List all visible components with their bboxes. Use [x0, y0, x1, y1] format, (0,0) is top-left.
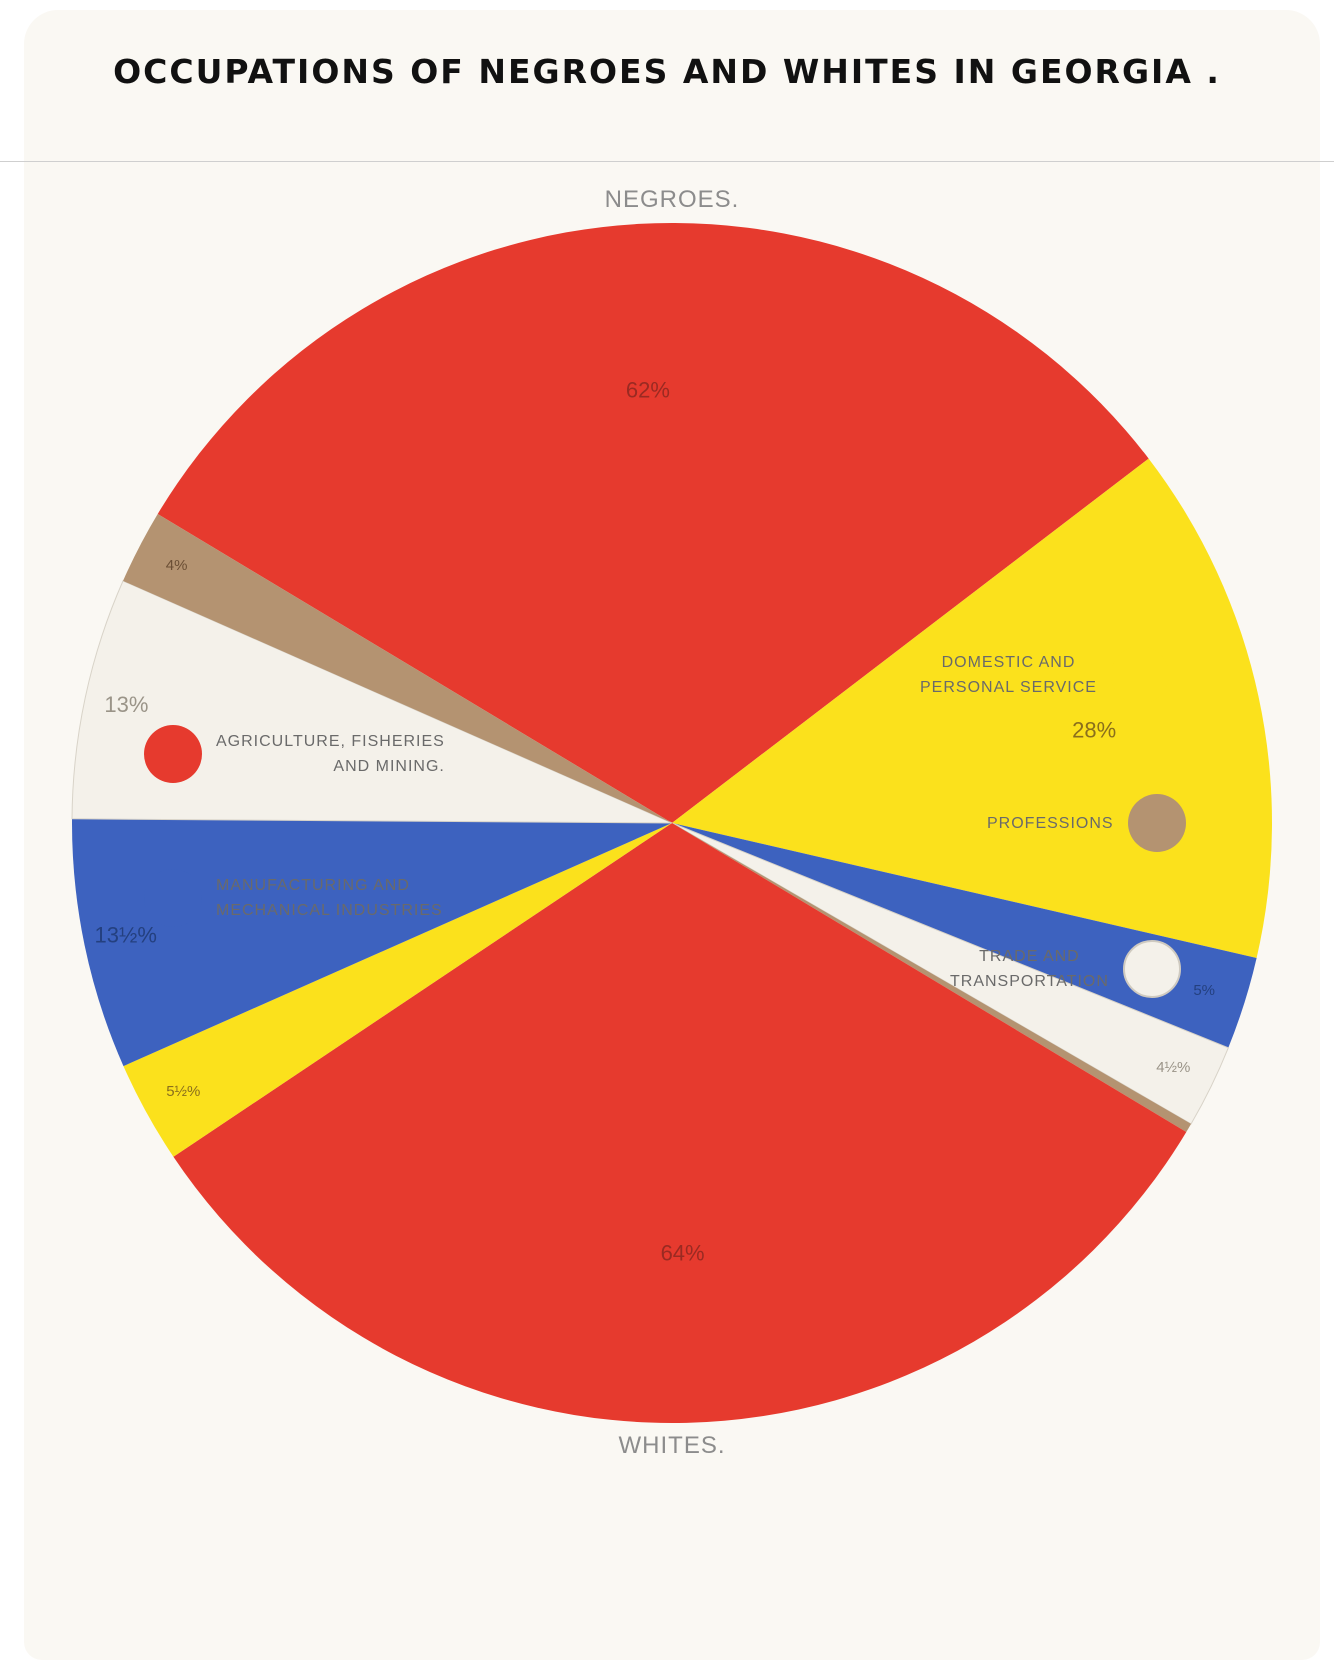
legend-label-line: PERSONAL SERVICE — [920, 679, 1097, 696]
slice-label-top-manufacturing: 5% — [1193, 982, 1215, 999]
title-divider — [0, 161, 1334, 162]
slice-label-top-agriculture: 62% — [626, 378, 670, 403]
pie-slice-top-trade — [671, 822, 1229, 1125]
pie-slice-bottom-agriculture — [173, 823, 1187, 1423]
slice-label-bottom-agriculture: 64% — [661, 1241, 705, 1266]
legend-swatch-agriculture — [144, 725, 202, 783]
legend-label-trade: TRADE AND TRANSPORTATION — [950, 944, 1109, 994]
legend-label-line: MANUFACTURING AND — [216, 877, 410, 894]
legend-swatch-domestic — [1110, 646, 1169, 704]
slice-label-bottom-manufacturing: 13½% — [95, 922, 157, 947]
legend-label-domestic: DOMESTIC AND PERSONAL SERVICE — [920, 650, 1097, 700]
legend-swatch-trade — [1122, 940, 1181, 998]
legend-item-manufacturing: MANUFACTURING AND MECHANICAL INDUSTRIES — [144, 869, 443, 927]
legend-label-line: MECHANICAL INDUSTRIES — [216, 902, 443, 919]
legend-item-agriculture: AGRICULTURE, FISHERIES AND MINING. — [144, 725, 445, 783]
chart-title: OCCUPATIONS OF NEGROES AND WHITES IN GEO… — [113, 52, 1221, 91]
pie-slice-bottom-manufacturing — [71, 818, 673, 1067]
legend-label-line: AND MINING. — [333, 758, 445, 775]
group-caption-bottom: WHITES. — [619, 1432, 726, 1459]
legend-swatch-manufacturing — [144, 869, 202, 927]
pie-slice-bottom-domestic — [123, 823, 672, 1157]
pie-slice-top-agriculture — [157, 222, 1149, 823]
legend-label-manufacturing: MANUFACTURING AND MECHANICAL INDUSTRIES — [216, 873, 443, 923]
slice-label-bottom-professions: 4% — [166, 557, 188, 574]
legend-swatch-professions — [1127, 794, 1186, 852]
legend-label-line: TRADE AND — [979, 948, 1080, 965]
pie-slice-top-professions — [672, 823, 1192, 1133]
legend-label-line: DOMESTIC AND — [941, 654, 1076, 671]
slice-label-bottom-domestic: 5½% — [166, 1083, 200, 1100]
legend-label-professions: PROFESSIONS — [987, 811, 1114, 836]
group-caption-top: NEGROES. — [605, 186, 740, 213]
legend-label-line: PROFESSIONS — [987, 814, 1114, 832]
legend-item-professions: PROFESSIONS — [987, 794, 1186, 852]
pie-slice-bottom-professions — [123, 513, 672, 823]
legend-item-trade: TRADE AND TRANSPORTATION — [950, 940, 1181, 998]
legend-item-domestic: DOMESTIC AND PERSONAL SERVICE — [920, 646, 1169, 704]
slice-label-top-domestic: 28% — [1072, 718, 1116, 743]
pie-slice-top-manufacturing — [672, 823, 1257, 1048]
slice-label-top-trade: 4½% — [1156, 1059, 1190, 1076]
pie-slice-top-domestic — [672, 458, 1272, 958]
legend-label-line: AGRICULTURE, FISHERIES — [216, 733, 445, 750]
legend-label-line: TRANSPORTATION — [950, 973, 1109, 990]
legend-label-agriculture: AGRICULTURE, FISHERIES AND MINING. — [216, 729, 445, 779]
pie-slice-bottom-trade — [71, 580, 673, 824]
slice-label-bottom-trade: 13% — [104, 692, 148, 717]
